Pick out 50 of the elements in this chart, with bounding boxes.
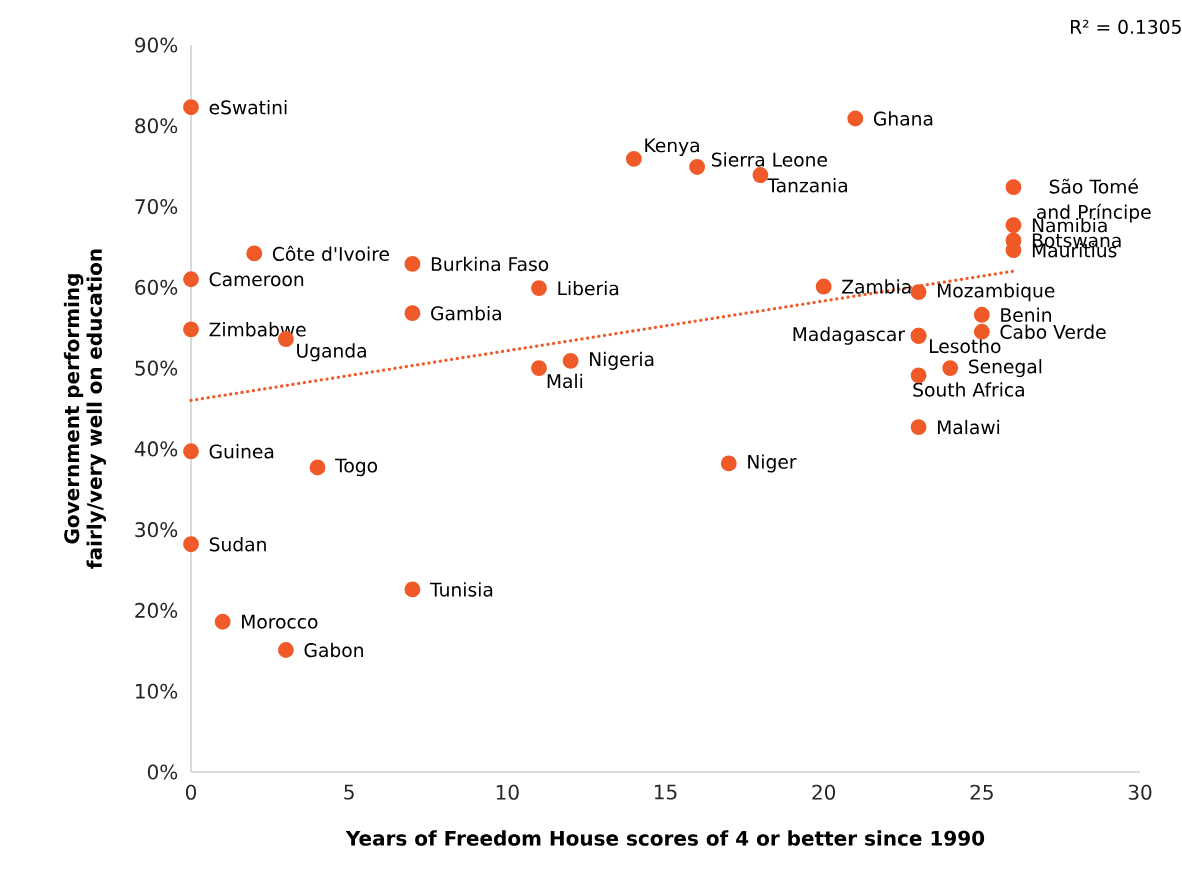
x-tick-label: 20 [812,784,836,800]
annotation: Madagascar [793,326,905,345]
annotation: Gabon [304,642,363,658]
x-tick-label: 30 [1128,784,1152,800]
annotation: Ghana [873,111,933,126]
y-tick-label: 70% [135,198,178,215]
annotation: Tunisia [429,582,493,597]
x-tick-label: 0 [185,784,197,800]
y-tick-label: 80% [135,118,178,134]
x-tick-label: 15 [654,784,677,800]
annotation: Senegal [969,359,1042,378]
annotation: Côte d'Ivoire [272,245,389,262]
y-axis-title: Government performing fairly/very well on education [63,249,107,569]
annotation: Liberia [558,280,619,296]
annotation: eSwatini [209,99,287,115]
annotation: Lesotho [930,338,1001,354]
y-tick-label: 20% [135,602,178,619]
y-tick-label: 90% [135,37,178,53]
annotation: Morocco [242,614,318,629]
annotation: Nigeria [590,351,654,370]
x-axis-title: Years of Freedom House scores of 4 or better since 1990 [345,830,985,846]
annotation: Zimbabwe [209,322,306,337]
annotation: Mali [547,373,583,389]
y-tick-label: 50% [135,360,178,376]
x-tick-label: 5 [344,784,354,800]
y-tick-label: 0% [147,764,178,780]
annotation: Kenya [645,138,699,156]
y-tick-label: 10% [136,683,178,699]
annotation: Niger [748,454,797,473]
annotation: Togo [335,458,378,477]
y-tick-label: 60% [135,279,178,295]
annotation: Benin [1001,307,1051,323]
annotation: Zambia [842,279,911,294]
y-tick-label: 30% [135,522,178,538]
y-tick-label: 40% [134,441,178,457]
annotation: Sierra Leone [711,152,827,167]
annotation: Tanzania [767,177,847,193]
annotation: Mozambique [938,283,1055,302]
x-tick-label: 10 [496,784,519,800]
annotation: Sudan [209,536,266,552]
text: R² = 0.1305 [1071,19,1181,34]
x-tick-label: 25 [970,784,993,800]
annotation: Burkina Faso [431,256,549,272]
annotation: South Africa [913,382,1024,397]
annotation: Malawi [938,419,1000,435]
annotation: Cabo Verde [1000,324,1106,339]
annotation: Guinea [209,444,274,459]
annotation: Uganda [297,343,366,362]
annotation: Cameroon [209,272,304,287]
annotation: Gambia [431,305,501,321]
